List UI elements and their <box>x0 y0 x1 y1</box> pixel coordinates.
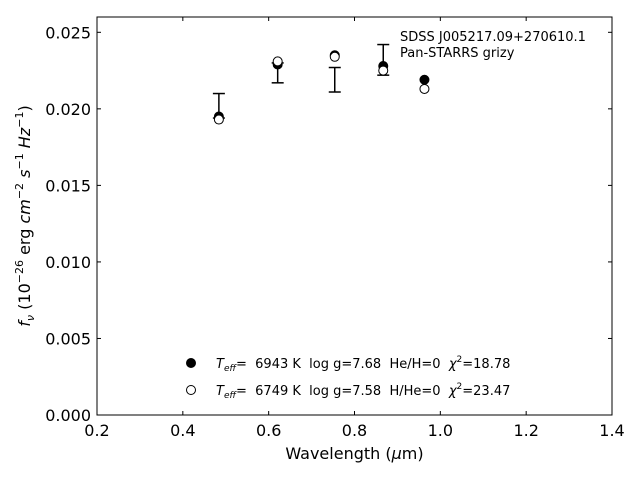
legend-marker-filled <box>186 358 196 368</box>
legend-entry-filled: Teff= 6943 K log g=7.68 He/H=0 χ2=18.78 <box>186 355 510 374</box>
model-points <box>213 50 430 125</box>
point-open <box>272 56 283 67</box>
survey-label: Pan-STARRS grizy <box>400 46 515 61</box>
y-tick-label: 0.005 <box>45 329 91 348</box>
y-axis-ticks: 0.000 0.005 0.010 0.015 0.020 0.025 <box>45 23 612 425</box>
x-tick-label: 1.2 <box>513 421 538 440</box>
x-tick-label: 0.8 <box>342 421 367 440</box>
legend-entry-open: Teff= 6749 K log g=7.58 H/He=0 χ2=23.47 <box>186 382 510 401</box>
point-open <box>213 114 224 125</box>
y-tick-label: 0.025 <box>45 23 91 42</box>
observed-errorbars <box>212 43 390 119</box>
object-name: SDSS J005217.09+270610.1 <box>400 30 586 45</box>
legend-label-filled: Teff= 6943 K log g=7.68 He/H=0 χ2=18.78 <box>216 355 510 374</box>
y-tick-label: 0.015 <box>45 176 91 195</box>
point-open <box>329 51 340 62</box>
plot-frame <box>96 16 613 416</box>
point-open <box>378 65 389 76</box>
x-tick-label: 0.4 <box>170 421 195 440</box>
y-tick-label: 0.010 <box>45 253 91 272</box>
x-tick-label: 0.2 <box>84 421 109 440</box>
point-open <box>419 83 430 94</box>
y-tick-label: 0.020 <box>45 100 91 119</box>
y-tick-label: 0.000 <box>45 406 91 425</box>
legend: Teff= 6943 K log g=7.68 He/H=0 χ2=18.78 … <box>186 355 510 401</box>
observed-errorbar <box>328 66 341 93</box>
y-axis-label: fν (10−26 erg cm−2 s−1 Hz−1) <box>13 105 37 326</box>
point-filled <box>419 74 430 85</box>
x-tick-label: 1.4 <box>599 421 624 440</box>
x-tick-label: 0.6 <box>256 421 281 440</box>
x-axis-label: Wavelength (μm) <box>285 444 423 463</box>
x-axis-ticks: 0.2 0.4 0.6 0.8 1.0 1.2 1.4 <box>84 17 625 440</box>
legend-marker-open <box>186 385 196 395</box>
legend-label-open: Teff= 6749 K log g=7.58 H/He=0 χ2=23.47 <box>216 382 510 401</box>
x-tick-label: 1.0 <box>428 421 453 440</box>
